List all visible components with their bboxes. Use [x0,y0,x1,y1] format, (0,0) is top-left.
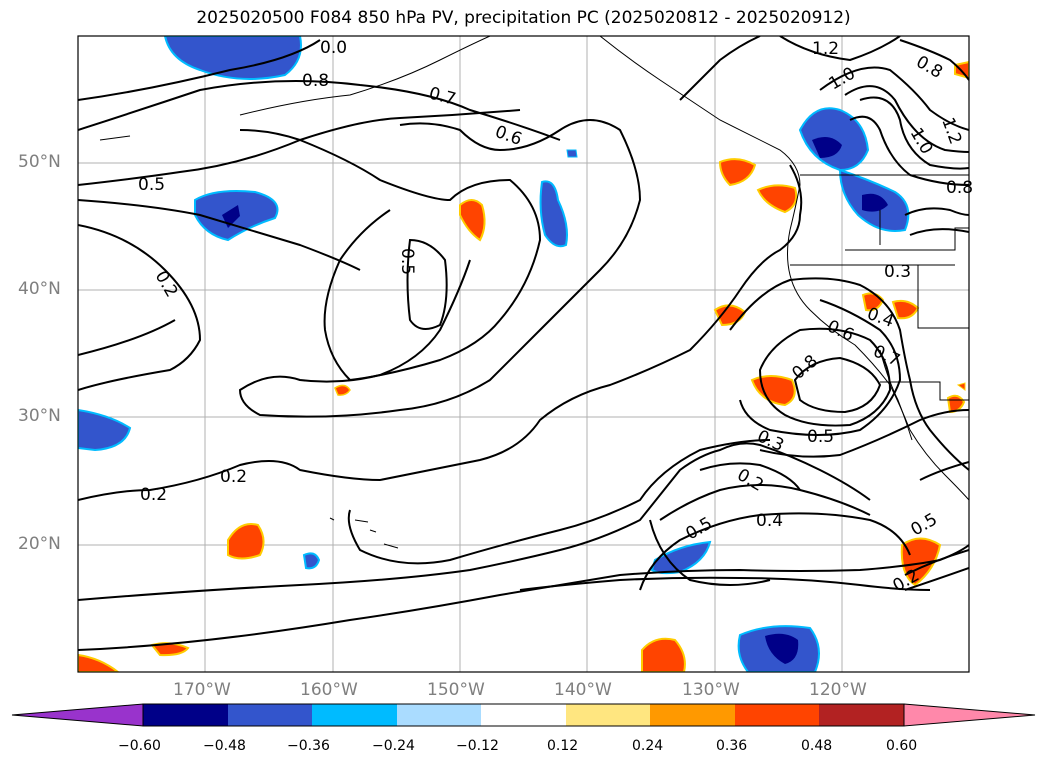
lat-label: 50°N [18,152,61,172]
colorbar-under-arrow [11,703,144,727]
contour-label: 0.0 [320,38,347,58]
colorbar-tick-label: 0.12 [547,738,579,754]
contour-label: 0.5 [807,427,834,447]
contour-label: 0.2 [220,467,247,487]
lon-label: 120°W [809,680,867,700]
colorbar-tick-label: 0.48 [801,738,833,754]
colorbar-tick-label: −0.48 [203,738,246,754]
contour-label: 0.5 [397,248,417,275]
contour-label: 0.3 [884,262,911,282]
colorbar-tick-label: 0.36 [716,738,748,754]
colorbar-tick-label: −0.36 [287,738,330,754]
map-frame [77,35,970,673]
pv-contours [78,36,969,651]
borders [790,174,969,401]
lon-label: 160°W [300,680,358,700]
colorbar-segment [819,704,904,726]
colorbar-segment [228,704,312,726]
colorbar-segment [481,704,566,726]
contour-label: 0.8 [302,71,329,91]
colorbar-over-arrow [903,703,1036,727]
lat-label: 40°N [18,279,61,299]
colorbar [11,703,1036,727]
colorbar-segment [312,704,397,726]
colorbar-segment [566,704,650,726]
contour-label: 1.2 [812,39,839,59]
lat-label: 30°N [18,406,61,426]
colorbar-segment [143,704,228,726]
colorbar-segment [650,704,735,726]
colorbar-tick-label: 0.60 [886,738,918,754]
lon-label: 130°W [682,680,740,700]
lat-label: 20°N [18,534,61,554]
coastlines [99,36,969,549]
colorbar-tick-label: −0.24 [372,738,415,754]
lon-label: 150°W [427,680,485,700]
colorbar-tick-label: −0.12 [456,738,499,754]
contour-label: 0.2 [140,485,167,505]
colorbar-segment [735,704,819,726]
contour-label: 0.4 [756,511,783,531]
colorbar-tick-label: 0.24 [632,738,664,754]
contour-label: 0.5 [138,175,165,195]
map-title: 2025020500 F084 850 hPa PV, precipitatio… [196,8,851,28]
lon-label: 140°W [554,680,612,700]
contour-label: 0.8 [946,178,973,198]
colorbar-segment [397,704,481,726]
colorbar-tick-label: −0.60 [118,738,161,754]
lon-label: 170°W [173,680,231,700]
